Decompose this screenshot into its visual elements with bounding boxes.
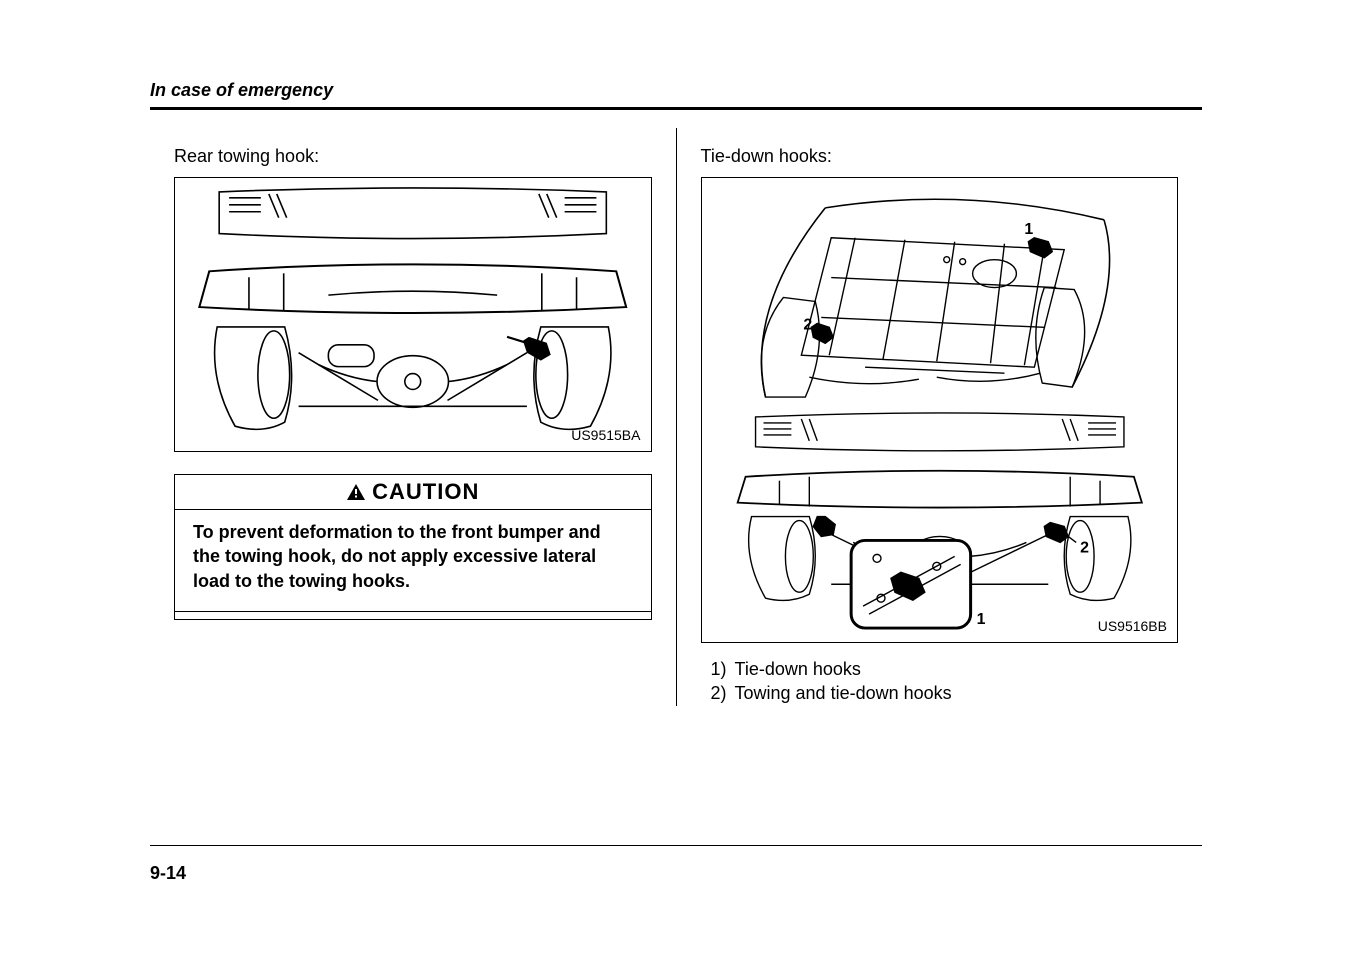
caution-header: CAUTION <box>175 475 651 510</box>
legend: 1) Tie-down hooks 2) Towing and tie-down… <box>701 657 1179 706</box>
caution-bottom-rule <box>174 611 652 620</box>
footer-rule <box>150 845 1202 846</box>
callout-rear-right: 2 <box>1080 539 1089 556</box>
callout-front-left: 2 <box>803 316 812 333</box>
callout-rear-detail: 1 <box>976 611 985 628</box>
legend-num: 2) <box>701 681 735 705</box>
figure-code-right: US9516BB <box>1098 618 1167 634</box>
legend-row: 1) Tie-down hooks <box>701 657 1179 681</box>
rear-towing-svg <box>175 178 651 451</box>
section-header: In case of emergency <box>150 80 1202 101</box>
left-section-label: Rear towing hook: <box>174 146 652 167</box>
legend-text: Towing and tie-down hooks <box>735 681 952 705</box>
legend-row: 2) Towing and tie-down hooks <box>701 681 1179 705</box>
figure-code-left: US9515BA <box>571 427 640 443</box>
figure-rear-towing-hook: US9515BA <box>174 177 652 452</box>
right-column: Tie-down hooks: <box>677 128 1203 706</box>
figure-tiedown-hooks: 2 1 2 1 US9516BB <box>701 177 1179 643</box>
callout-front-right: 1 <box>1024 221 1033 238</box>
tiedown-svg: 2 1 2 1 <box>702 178 1178 642</box>
warning-triangle-icon <box>346 483 366 501</box>
caution-heading-text: CAUTION <box>372 479 479 504</box>
header-rule <box>150 107 1202 110</box>
legend-text: Tie-down hooks <box>735 657 861 681</box>
columns: Rear towing hook: <box>150 128 1202 706</box>
page-number: 9-14 <box>150 863 186 884</box>
caution-box: CAUTION To prevent deformation to the fr… <box>174 474 652 612</box>
legend-num: 1) <box>701 657 735 681</box>
caution-body: To prevent deformation to the front bump… <box>175 510 651 611</box>
right-section-label: Tie-down hooks: <box>701 146 1179 167</box>
left-column: Rear towing hook: <box>150 128 677 706</box>
